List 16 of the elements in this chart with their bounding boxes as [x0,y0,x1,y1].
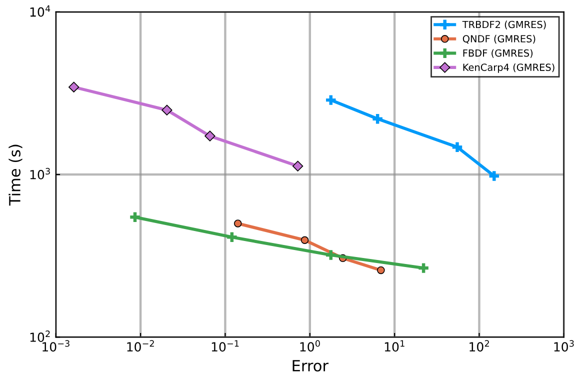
x-tick-label: 10$^{−1}$ [212,340,239,352]
legend-label: FBDF (GMRES) [463,49,533,58]
legend-label: KenCarp4 (GMRES) [463,63,554,73]
legend-label: QNDF (GMRES) [462,34,536,44]
x-tick-label: 10$^{2}$ [470,340,489,352]
x-tick-label: 10$^{1}$ [384,340,404,352]
y-axis-title: Time (s) [8,144,22,206]
x-axis-title: Error [292,360,329,372]
y-tick-label: 10$^{3}$ [30,168,50,180]
x-tick-label: 10$^{−2}$ [127,340,154,352]
x-tick-label: 10$^{3}$ [554,340,574,352]
x-tick-label: 10$^{0}$ [300,340,320,352]
y-tick-label: 10$^{4}$ [30,5,50,17]
y-tick-label: 10$^{2}$ [30,330,50,342]
x-tick-label: 10$^{−3}$ [42,340,70,352]
legend-label: TRBDF2 (GMRES) [462,20,546,30]
